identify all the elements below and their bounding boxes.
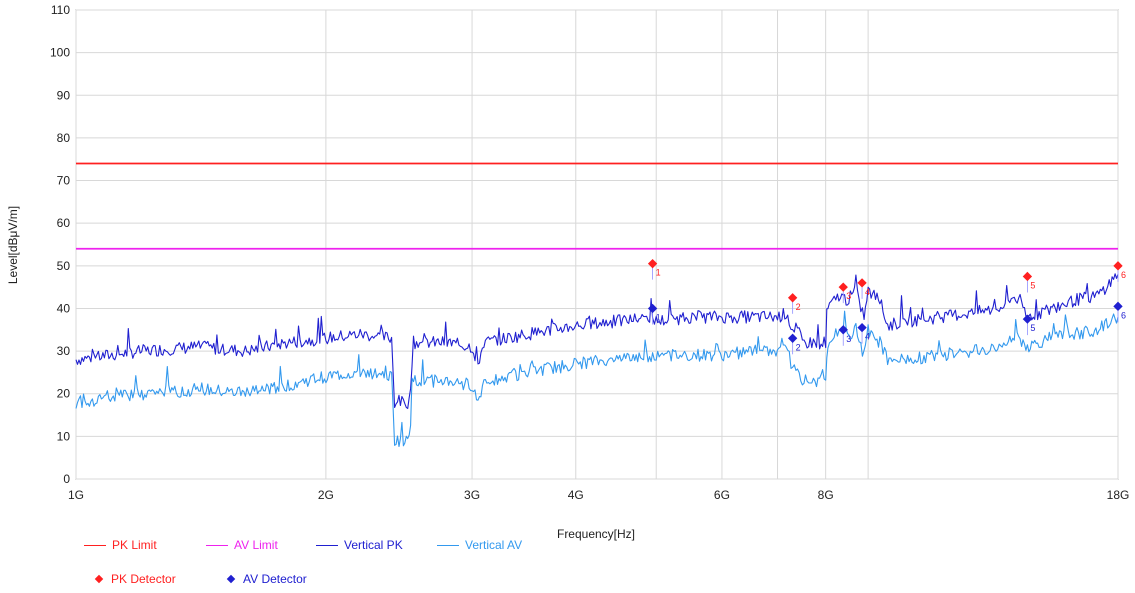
x-tick-label: 2G — [318, 488, 334, 502]
av-detector-label: 6 — [1121, 310, 1126, 320]
legend-pk-detector-swatch — [94, 574, 104, 584]
pk-detector-label: 6 — [1121, 270, 1126, 280]
x-tick-label: 8G — [818, 488, 834, 502]
y-tick-label: 0 — [63, 472, 70, 486]
x-tick-label: 4G — [568, 488, 584, 502]
pk-detector-marker — [787, 293, 798, 303]
pk-detector-marker — [838, 282, 848, 292]
tick-labels: 0 10 20 30 40 50 60 70 80 90 100 110 1G 2G 3G 4G 6G 8G 18G — [50, 3, 1129, 502]
legend-pk-limit-swatch — [84, 544, 106, 546]
x-tick-label: 3G — [464, 488, 480, 502]
av-detector-label: 5 — [1030, 323, 1035, 333]
y-tick-label: 70 — [57, 174, 71, 188]
detector-markers: 1 2 3 4 5 6 1 2 3 4 5 6 — [647, 259, 1126, 355]
y-axis-title: Level[dBμV/m] — [6, 206, 20, 284]
legend-vertical-av-swatch — [437, 544, 459, 546]
pk-detector-label: 5 — [1030, 280, 1035, 290]
y-tick-label: 60 — [57, 216, 71, 230]
legend-av-detector-swatch — [226, 574, 236, 584]
pk-detector-label: 2 — [796, 302, 801, 312]
av-detector-marker — [787, 333, 798, 343]
series-lines — [75, 273, 1119, 448]
y-tick-label: 100 — [50, 46, 70, 60]
legend-vertical-av-label: Vertical AV — [465, 538, 523, 552]
legend-vertical-pk-label: Vertical PK — [344, 538, 403, 552]
legend-vertical-pk-swatch — [316, 544, 338, 546]
legend-pk-limit: PK Limit — [84, 538, 157, 552]
legend-vertical-pk: Vertical PK — [316, 538, 403, 552]
legend-av-limit-label: AV Limit — [234, 538, 278, 552]
pk-detector-label: 4 — [865, 287, 870, 297]
av-detector-marker — [857, 322, 867, 333]
vertical-pk-trace — [75, 273, 1119, 410]
legend-pk-detector: PK Detector — [92, 572, 176, 586]
legend-pk-detector-label: PK Detector — [111, 572, 176, 586]
y-tick-label: 40 — [57, 301, 71, 315]
av-detector-label: 4 — [865, 332, 870, 342]
legend-pk-limit-label: PK Limit — [112, 538, 157, 552]
x-tick-label: 6G — [714, 488, 730, 502]
plot-area — [75, 9, 1119, 480]
legend-av-detector-label: AV Detector — [243, 572, 307, 586]
av-detector-label: 1 — [656, 312, 661, 322]
y-tick-label: 80 — [57, 131, 71, 145]
y-tick-label: 20 — [57, 387, 71, 401]
legend-vertical-av: Vertical AV — [437, 538, 522, 552]
legend-av-limit: AV Limit — [206, 538, 278, 552]
y-tick-label: 30 — [57, 344, 71, 358]
vertical-av-trace — [75, 310, 1119, 448]
x-tick-label: 1G — [68, 488, 84, 502]
y-tick-label: 50 — [57, 259, 71, 273]
av-detector-label: 3 — [846, 334, 851, 344]
pk-detector-marker — [1113, 261, 1123, 271]
x-tick-label: 18G — [1107, 488, 1130, 502]
pk-detector-label: 3 — [846, 291, 851, 301]
x-axis-title: Frequency[Hz] — [557, 527, 635, 541]
limit-lines — [76, 162, 1118, 250]
y-tick-label: 110 — [51, 3, 70, 17]
av-detector-marker — [1113, 301, 1123, 311]
y-tick-label: 10 — [57, 429, 71, 443]
gridlines — [75, 9, 1119, 480]
legend-av-detector: AV Detector — [224, 572, 307, 586]
y-tick-label: 90 — [57, 88, 71, 102]
av-detector-marker — [1022, 314, 1033, 324]
legend-av-limit-swatch — [206, 544, 228, 546]
pk-detector-label: 1 — [656, 268, 661, 278]
av-detector-label: 2 — [796, 342, 801, 352]
pk-detector-marker — [1022, 271, 1033, 282]
